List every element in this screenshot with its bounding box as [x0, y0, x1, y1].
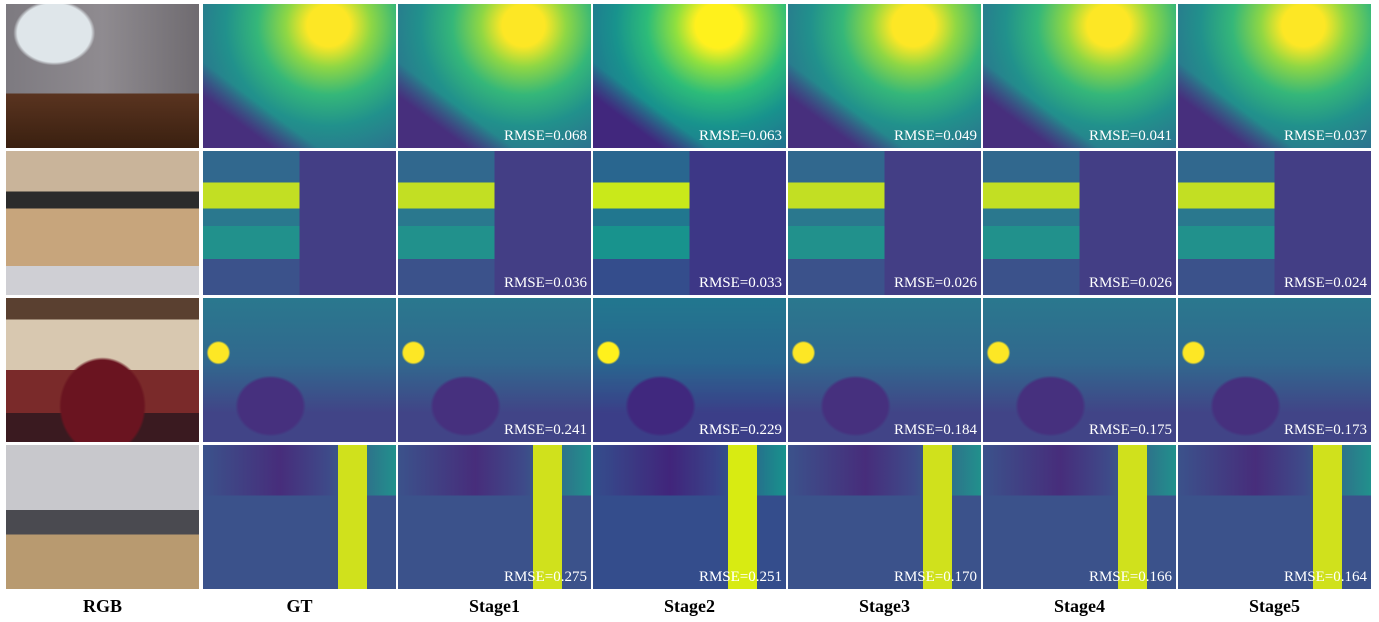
depth-map: RMSE=0.037: [1178, 4, 1371, 148]
rmse-label: RMSE=0.173: [1284, 422, 1367, 439]
depth-map: RMSE=0.251: [593, 445, 786, 589]
rmse-label: RMSE=0.164: [1284, 569, 1367, 586]
column-label: RGB: [6, 596, 199, 617]
depth-map: RMSE=0.173: [1178, 298, 1371, 442]
rmse-label: RMSE=0.026: [894, 275, 977, 292]
depth-map: RMSE=0.063: [593, 4, 786, 148]
rmse-label: RMSE=0.275: [504, 569, 587, 586]
rmse-label: RMSE=0.251: [699, 569, 782, 586]
depth-map: RMSE=0.164: [1178, 445, 1371, 589]
depth-map: [203, 151, 396, 295]
depth-map: RMSE=0.033: [593, 151, 786, 295]
rmse-label: RMSE=0.049: [894, 128, 977, 145]
column-label: Stage1: [398, 596, 591, 617]
depth-map: RMSE=0.170: [788, 445, 981, 589]
rmse-label: RMSE=0.175: [1089, 422, 1172, 439]
depth-map: [203, 298, 396, 442]
rmse-label: RMSE=0.068: [504, 128, 587, 145]
depth-map: RMSE=0.024: [1178, 151, 1371, 295]
depth-map: RMSE=0.166: [983, 445, 1176, 589]
figure: (() => { const data = JSON.parse(documen…: [0, 0, 1379, 622]
rmse-label: RMSE=0.166: [1089, 569, 1172, 586]
column-label: Stage5: [1178, 596, 1371, 617]
depth-map: RMSE=0.049: [788, 4, 981, 148]
rmse-label: RMSE=0.184: [894, 422, 977, 439]
rgb-image: [6, 4, 199, 148]
rmse-label: RMSE=0.241: [504, 422, 587, 439]
depth-map: RMSE=0.041: [983, 4, 1176, 148]
depth-map: RMSE=0.229: [593, 298, 786, 442]
depth-map: RMSE=0.275: [398, 445, 591, 589]
rmse-label: RMSE=0.229: [699, 422, 782, 439]
column-label: Stage4: [983, 596, 1176, 617]
column-label: Stage2: [593, 596, 786, 617]
rgb-image: [6, 298, 199, 442]
column-label: Stage3: [788, 596, 981, 617]
depth-map: RMSE=0.068: [398, 4, 591, 148]
rmse-label: RMSE=0.037: [1284, 128, 1367, 145]
column-label: GT: [203, 596, 396, 617]
rmse-label: RMSE=0.041: [1089, 128, 1172, 145]
depth-map: RMSE=0.175: [983, 298, 1176, 442]
depth-map: [203, 445, 396, 589]
depth-map: RMSE=0.026: [983, 151, 1176, 295]
depth-map: RMSE=0.241: [398, 298, 591, 442]
depth-map: [203, 4, 396, 148]
rmse-label: RMSE=0.024: [1284, 275, 1367, 292]
depth-map: RMSE=0.184: [788, 298, 981, 442]
rmse-label: RMSE=0.063: [699, 128, 782, 145]
depth-map: RMSE=0.036: [398, 151, 591, 295]
depth-map: RMSE=0.026: [788, 151, 981, 295]
rmse-label: RMSE=0.170: [894, 569, 977, 586]
rmse-label: RMSE=0.033: [699, 275, 782, 292]
rgb-image: [6, 151, 199, 295]
rgb-image: [6, 445, 199, 589]
rmse-label: RMSE=0.036: [504, 275, 587, 292]
rmse-label: RMSE=0.026: [1089, 275, 1172, 292]
